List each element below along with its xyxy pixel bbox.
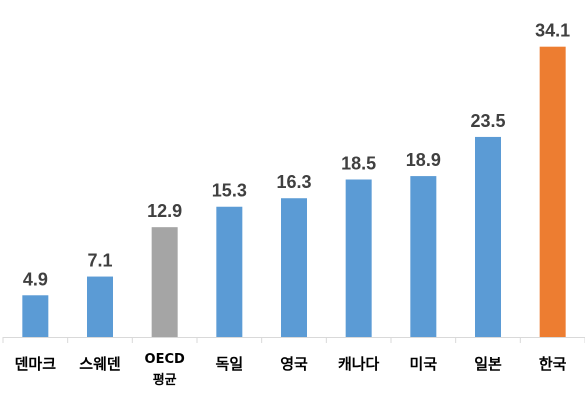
bar: [345, 179, 372, 337]
bar: [87, 276, 113, 337]
category-label: 독일: [216, 355, 244, 373]
category-label: 한국: [539, 355, 567, 373]
bars-group: [22, 46, 566, 338]
category-label: 미국: [410, 355, 438, 373]
category-label: 평균: [153, 372, 177, 388]
bar: [539, 46, 566, 338]
category-label: 일본: [474, 355, 502, 373]
bar-value-label: 4.9: [23, 269, 48, 289]
bar: [410, 176, 437, 337]
bar: [151, 227, 178, 337]
bar-value-label: 18.5: [341, 154, 376, 174]
bar-value-label: 12.9: [147, 201, 182, 221]
bar-value-label: 16.3: [276, 172, 311, 192]
category-label: 영국: [280, 355, 308, 373]
bar-value-label: 7.1: [87, 251, 112, 271]
bar: [216, 206, 243, 337]
value-labels-group: 4.9 7.1 12.9 15.3 16.3 18.5 18.9 23.5 34.1: [23, 21, 570, 290]
x-axis-ticks: [2, 337, 585, 343]
bar-value-label: 23.5: [470, 111, 505, 131]
bar: [22, 295, 49, 337]
category-label: 스웨덴: [79, 355, 120, 373]
bar: [475, 136, 501, 337]
bar-value-label: 34.1: [535, 21, 570, 41]
category-label: OECD: [145, 352, 185, 367]
category-label: 덴마크: [15, 355, 57, 373]
category-label: 캐나다: [338, 355, 380, 373]
bar: [281, 198, 307, 337]
bar-value-label: 18.9: [406, 150, 441, 170]
category-labels-group: 덴마크 스웨덴 OECD 평균 독일 영국 캐나다 미국 일본 한국: [15, 352, 567, 388]
bar-value-label: 15.3: [212, 181, 247, 201]
